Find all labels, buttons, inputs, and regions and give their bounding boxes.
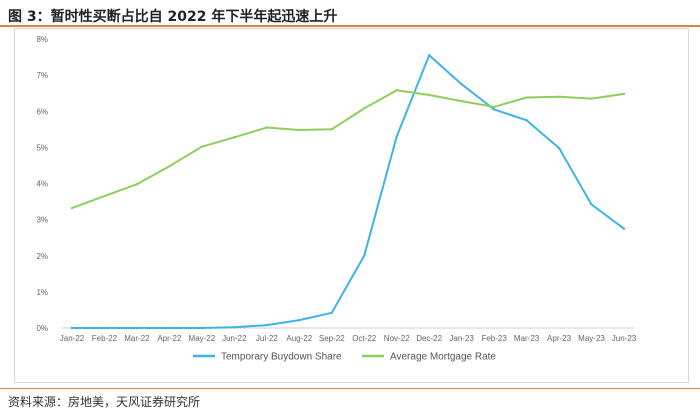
data-point-series-0 xyxy=(460,82,463,86)
x-tick-label: Nov-22 xyxy=(384,334,410,343)
data-point-series-0 xyxy=(168,326,171,330)
x-tick-label: Apr-22 xyxy=(157,334,182,343)
data-point-series-1 xyxy=(492,105,496,109)
footer-divider xyxy=(0,388,700,389)
data-point-series-1 xyxy=(200,145,204,148)
x-tick-label: May-23 xyxy=(578,334,605,343)
x-tick-label: Mar-23 xyxy=(514,334,540,343)
y-tick-label: 7% xyxy=(36,71,48,80)
legend-label-0: Temporary Buydown Share xyxy=(221,352,342,363)
data-point-series-1 xyxy=(427,93,431,97)
data-point-series-0 xyxy=(200,326,204,330)
y-tick-label: 1% xyxy=(36,288,48,297)
x-tick-label: Jun-22 xyxy=(222,334,247,343)
series-line-1 xyxy=(71,89,625,210)
x-tick-label: Aug-22 xyxy=(286,334,312,343)
x-tick-label: Apr-23 xyxy=(547,334,572,343)
x-tick-label: Dec-22 xyxy=(416,334,442,343)
data-point-series-0 xyxy=(298,318,301,322)
x-tick-label: Jun-23 xyxy=(612,334,637,343)
x-tick-label: Jan-22 xyxy=(60,334,85,343)
data-point-series-1 xyxy=(395,89,398,92)
data-point-series-0 xyxy=(622,227,626,230)
data-point-series-1 xyxy=(233,136,236,139)
data-point-series-1 xyxy=(590,97,593,100)
chart-frame xyxy=(14,28,689,383)
data-point-series-1 xyxy=(135,183,139,186)
data-point-series-1 xyxy=(265,126,269,129)
data-point-series-1 xyxy=(525,96,528,99)
data-point-series-0 xyxy=(233,326,236,329)
data-point-series-1 xyxy=(298,128,301,132)
series-line-0 xyxy=(71,54,625,329)
y-tick-label: 4% xyxy=(36,180,48,189)
data-point-series-0 xyxy=(525,119,528,122)
title-divider xyxy=(0,25,700,27)
y-tick-label: 8% xyxy=(36,35,48,44)
data-point-series-0 xyxy=(363,254,366,257)
data-point-series-1 xyxy=(168,164,171,168)
data-point-series-0 xyxy=(265,323,269,327)
x-tick-label: May-22 xyxy=(189,334,216,343)
data-point-series-0 xyxy=(395,135,398,138)
data-point-series-0 xyxy=(492,108,496,111)
x-tick-label: Feb-23 xyxy=(481,334,507,343)
y-tick-label: 2% xyxy=(36,252,48,261)
data-point-series-1 xyxy=(622,92,626,96)
legend-label-1: Average Mortgage Rate xyxy=(390,352,496,363)
data-point-series-1 xyxy=(460,99,463,103)
data-point-series-0 xyxy=(427,54,431,57)
figure-title: 图 3：暂时性买断占比自 2022 年下半年起迅速上升 xyxy=(8,9,338,25)
data-point-series-0 xyxy=(103,326,106,330)
data-point-series-1 xyxy=(70,206,74,210)
data-point-series-0 xyxy=(135,326,139,330)
y-tick-label: 6% xyxy=(36,107,48,116)
data-point-series-1 xyxy=(103,194,106,198)
data-point-series-0 xyxy=(590,203,593,206)
data-point-series-1 xyxy=(330,128,333,131)
y-tick-label: 3% xyxy=(36,216,48,225)
data-point-series-0 xyxy=(70,326,74,330)
data-point-series-1 xyxy=(363,107,366,110)
y-tick-label: 0% xyxy=(36,324,48,333)
x-tick-label: Jul-22 xyxy=(256,334,278,343)
source-note: 资料来源：房地美，天风证券研究所 xyxy=(8,395,201,409)
x-tick-label: Sep-22 xyxy=(319,334,345,343)
x-tick-label: Oct-22 xyxy=(352,334,377,343)
x-tick-label: Feb-22 xyxy=(92,334,118,343)
data-point-series-1 xyxy=(557,95,561,99)
data-point-series-0 xyxy=(330,311,333,315)
x-tick-label: Mar-22 xyxy=(124,334,150,343)
x-tick-label: Jan-23 xyxy=(449,334,474,343)
y-tick-label: 5% xyxy=(36,143,48,152)
data-point-series-0 xyxy=(557,146,561,150)
